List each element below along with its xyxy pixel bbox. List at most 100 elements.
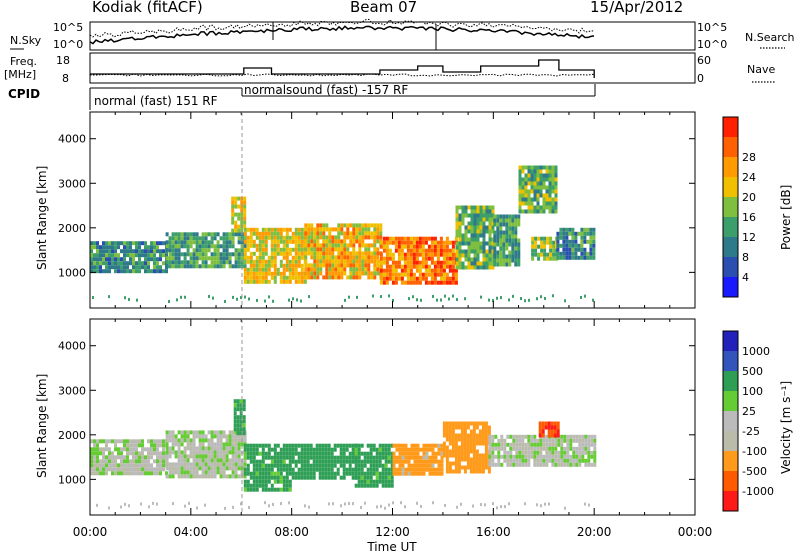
heatmap-cell — [153, 467, 156, 472]
heatmap-cell — [291, 239, 295, 244]
heatmap-cell — [559, 255, 563, 260]
heatmap-cell — [343, 259, 347, 264]
heatmap-cell — [279, 235, 283, 240]
colorbar-tick-label: 100 — [742, 385, 763, 398]
heatmap-cell — [484, 503, 486, 507]
heatmap-cell — [407, 447, 411, 452]
heatmap-cell — [480, 503, 482, 507]
heatmap-cell — [398, 463, 402, 468]
heatmap-cell — [300, 263, 304, 268]
heatmap-cell — [379, 264, 383, 269]
heatmap-cell — [592, 247, 596, 252]
heatmap-cell — [466, 445, 470, 450]
heatmap-cell — [246, 247, 250, 252]
heatmap-cell — [334, 243, 338, 248]
heatmap-cell — [165, 253, 168, 258]
heatmap-cell — [261, 479, 265, 484]
heatmap-cell — [550, 425, 554, 430]
heatmap-cell — [300, 251, 304, 256]
heatmap-cell — [244, 295, 246, 299]
heatmap-cell — [334, 267, 338, 272]
heatmap-cell — [437, 467, 441, 472]
heatmap-cell — [176, 298, 178, 302]
heatmap-cell — [180, 260, 184, 265]
heatmap-cell — [252, 475, 256, 480]
heatmap-cell — [473, 237, 477, 242]
heatmap-cell — [228, 450, 232, 455]
heatmap-cell — [454, 449, 458, 454]
heatmap-cell — [138, 439, 141, 444]
heatmap-cell — [334, 263, 338, 268]
heatmap-cell — [409, 240, 413, 245]
heatmap-cell — [457, 449, 461, 454]
heatmap-cell — [300, 275, 304, 280]
heatmap-cell — [442, 260, 446, 265]
heatmap-cell — [322, 255, 326, 260]
heatmap-cell — [156, 241, 159, 246]
heatmap-cell — [571, 231, 575, 236]
heatmap-cell — [466, 449, 470, 454]
heatmap-cell — [135, 439, 138, 444]
heatmap-cell — [445, 256, 449, 261]
heatmap-cell — [291, 475, 295, 480]
heatmap-cell — [246, 275, 250, 280]
heatmap-cell — [461, 261, 465, 266]
power-x-ticks — [89, 112, 696, 308]
heatmap-cell — [499, 258, 503, 263]
heatmap-cell — [232, 505, 234, 509]
heatmap-cell — [219, 260, 223, 265]
heatmap-cell — [505, 214, 509, 219]
heatmap-cell — [472, 437, 476, 442]
heatmap-cell — [473, 225, 477, 230]
heatmap-cell — [442, 268, 446, 273]
heatmap-cell — [536, 209, 540, 214]
heatmap-cell — [515, 462, 519, 467]
heatmap-cell — [316, 247, 320, 252]
heatmap-cell — [466, 453, 470, 458]
heatmap-cell — [485, 225, 489, 230]
heatmap-cell — [357, 447, 361, 452]
heatmap-cell — [592, 243, 596, 248]
heatmap-cell — [352, 275, 356, 280]
heatmap-cell — [310, 271, 314, 276]
heatmap-cell — [270, 255, 274, 260]
heatmap-cell — [312, 459, 316, 464]
heatmap-cell — [243, 231, 247, 236]
heatmap-cell — [464, 225, 468, 230]
heatmap-cell — [479, 265, 483, 270]
heatmap-cell — [398, 467, 402, 472]
heatmap-cell — [514, 218, 518, 223]
heatmap-cell — [475, 433, 479, 438]
heatmap-cell — [427, 248, 431, 253]
heatmap-cell — [225, 260, 229, 265]
heatmap-cell — [375, 463, 379, 468]
heatmap-cell — [264, 299, 266, 303]
noise-trace — [89, 25, 595, 45]
heatmap-cell — [418, 244, 422, 249]
heatmap-cell — [129, 249, 132, 254]
heatmap-cell — [255, 263, 259, 268]
heatmap-cell — [568, 239, 572, 244]
heatmap-cell — [536, 181, 540, 186]
heatmap-cell — [228, 442, 232, 447]
velocity-heatmap — [90, 399, 597, 510]
heatmap-cell — [168, 244, 172, 249]
heatmap-cell — [189, 442, 193, 447]
heatmap-cell — [588, 503, 590, 507]
heatmap-cell — [484, 445, 488, 450]
heatmap-cell — [424, 240, 428, 245]
heatmap-cell — [213, 470, 217, 475]
heatmap-cell — [243, 462, 247, 467]
heatmap-cell — [198, 458, 202, 463]
heatmap-cell — [313, 235, 317, 240]
heatmap-cell — [559, 243, 563, 248]
heatmap-cell — [536, 450, 540, 455]
heatmap-cell — [222, 264, 226, 269]
heatmap-cell — [445, 240, 449, 245]
heatmap-cell — [434, 443, 438, 448]
heatmap-cell — [491, 438, 495, 443]
heatmap-cell — [403, 264, 407, 269]
heatmap-cell — [234, 220, 238, 225]
heatmap-cell — [502, 254, 506, 259]
heatmap-cell — [470, 229, 474, 234]
